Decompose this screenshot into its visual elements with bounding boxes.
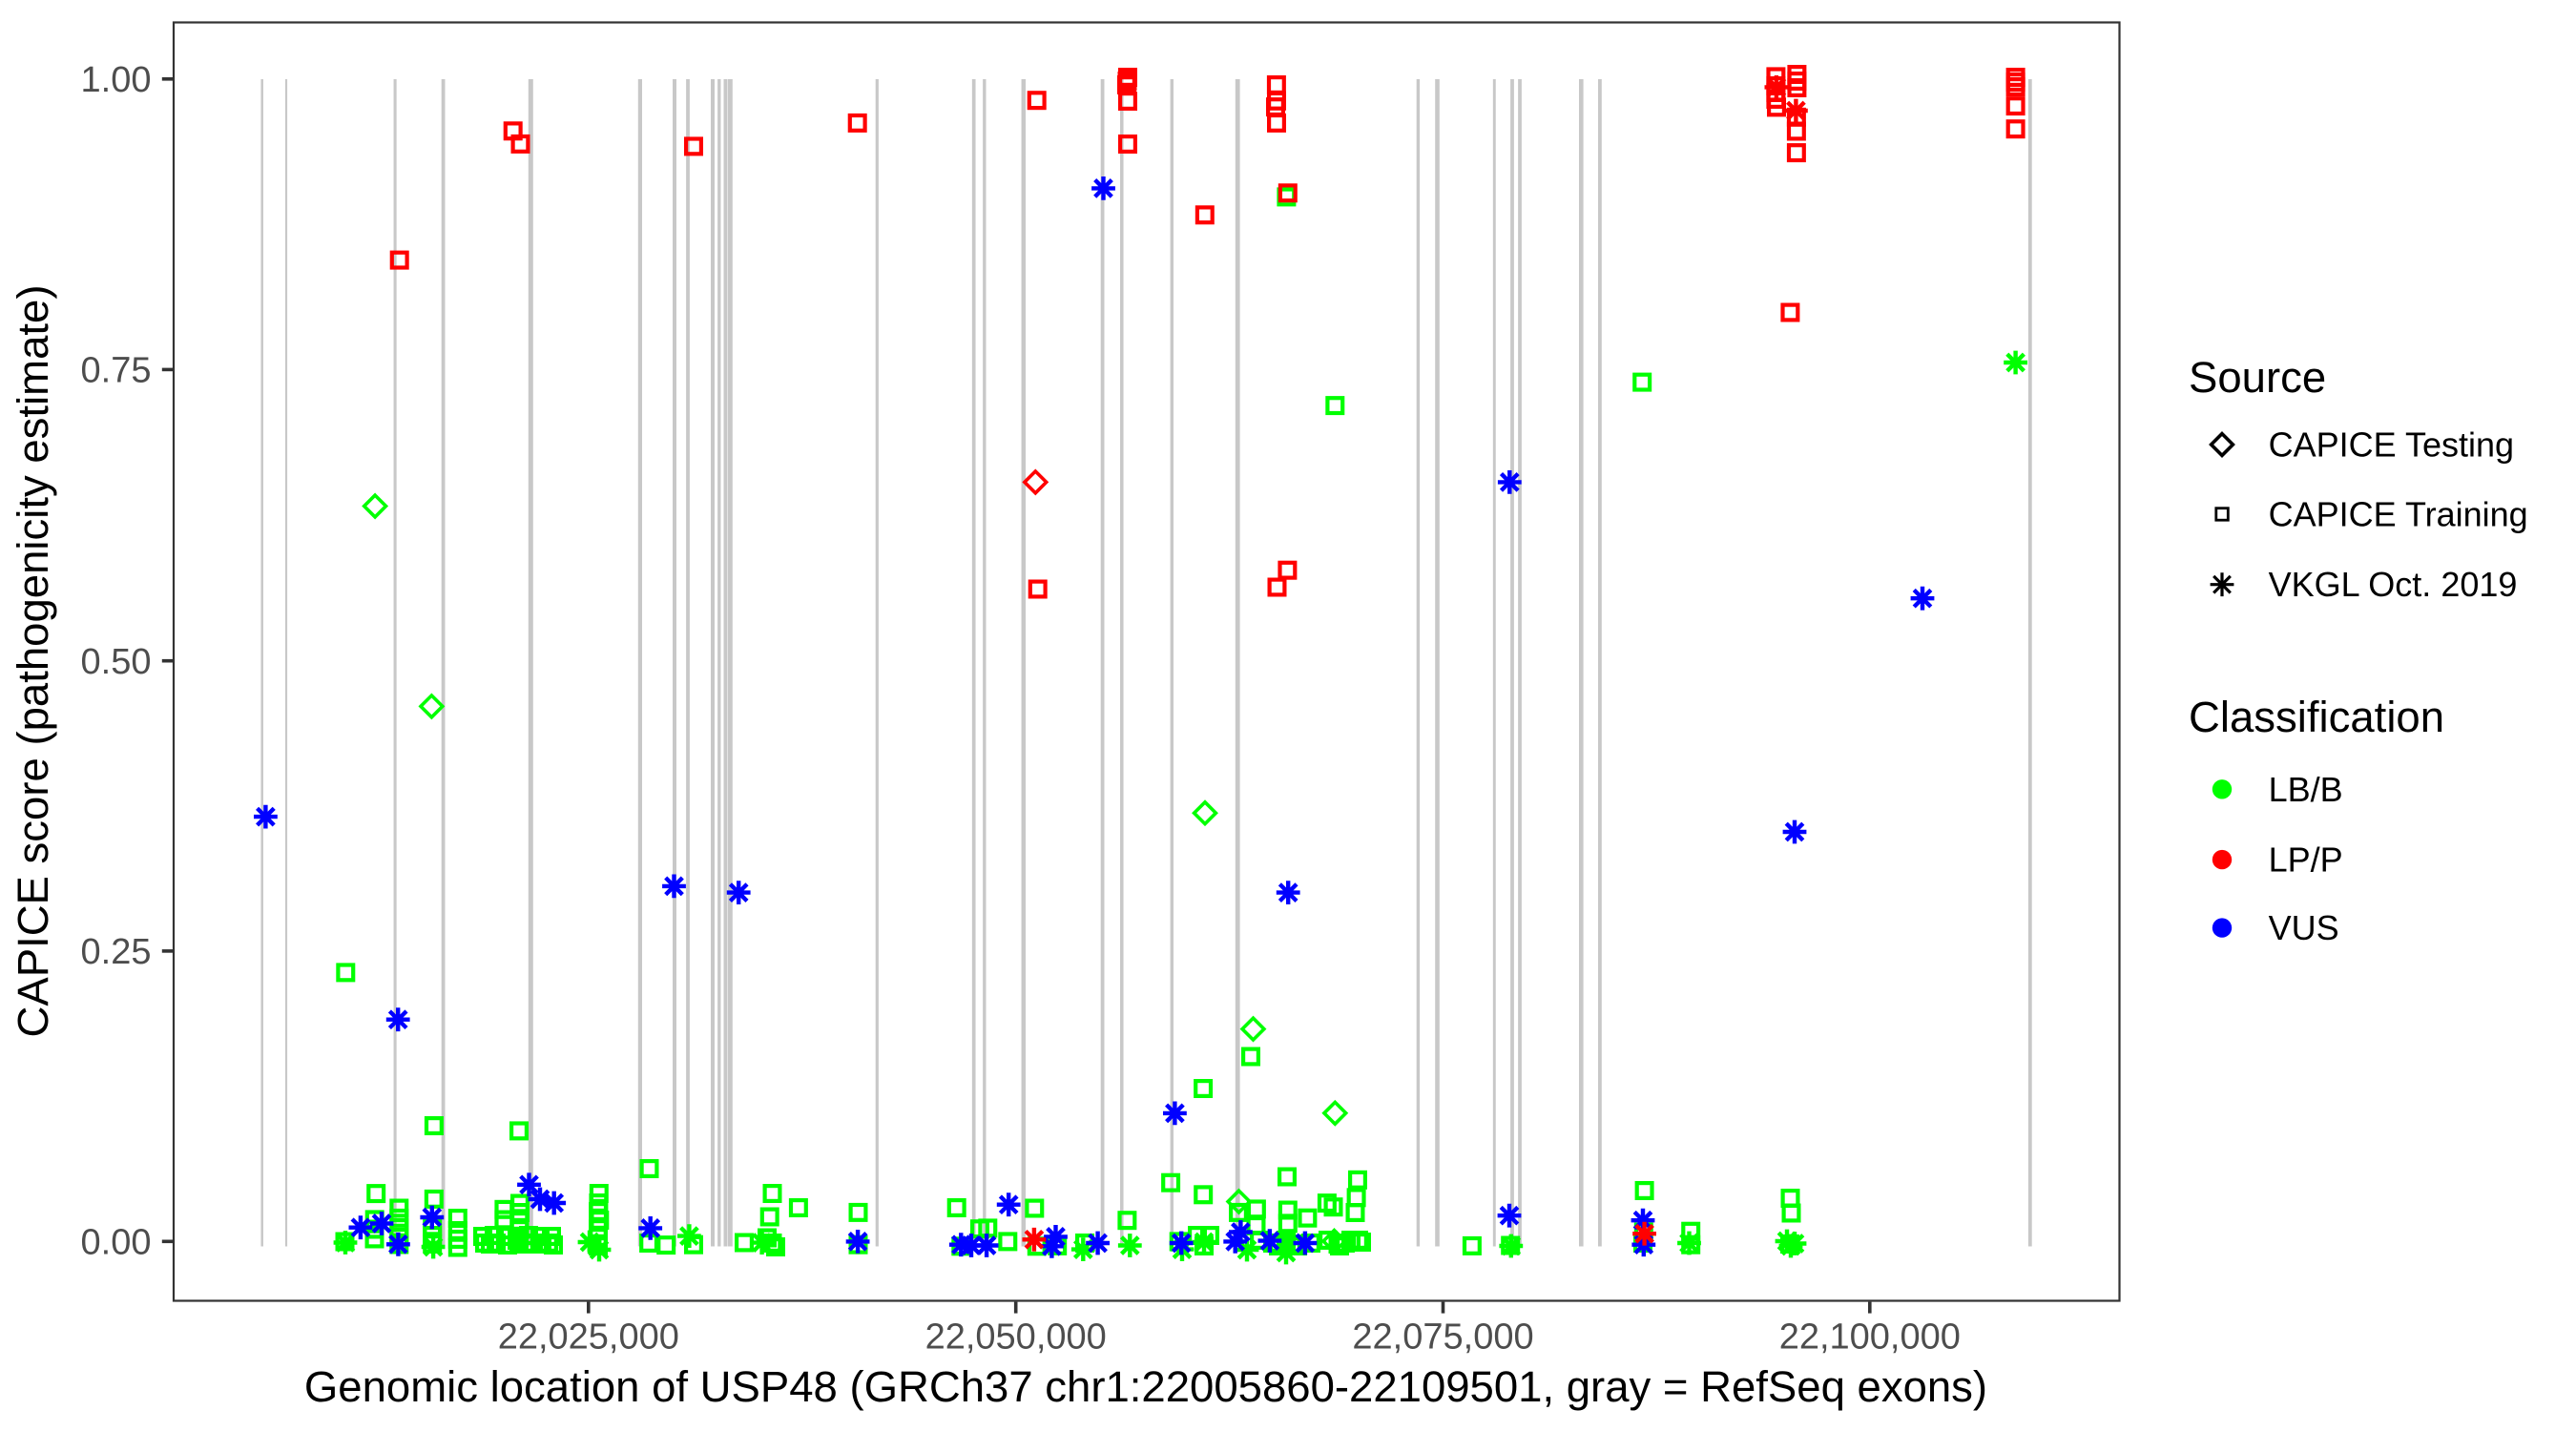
svg-text:VKGL Oct. 2019: VKGL Oct. 2019: [2269, 565, 2518, 604]
svg-text:0.50: 0.50: [81, 642, 152, 682]
svg-text:22,075,000: 22,075,000: [1352, 1317, 1533, 1358]
svg-text:0.75: 0.75: [81, 351, 152, 391]
svg-text:Classification: Classification: [2189, 693, 2444, 741]
svg-text:VUS: VUS: [2269, 908, 2339, 947]
svg-text:Genomic location of USP48 (GRC: Genomic location of USP48 (GRCh37 chr1:2…: [304, 1362, 1987, 1411]
svg-text:Source: Source: [2189, 353, 2326, 402]
svg-text:CAPICE Training: CAPICE Training: [2269, 495, 2528, 534]
svg-text:22,100,000: 22,100,000: [1779, 1317, 1961, 1358]
svg-text:CAPICE Testing: CAPICE Testing: [2269, 425, 2514, 465]
svg-text:1.00: 1.00: [81, 60, 152, 100]
svg-text:22,050,000: 22,050,000: [925, 1317, 1107, 1358]
svg-text:22,025,000: 22,025,000: [498, 1317, 679, 1358]
svg-text:0.25: 0.25: [81, 932, 152, 972]
svg-text:LP/P: LP/P: [2269, 840, 2343, 880]
svg-text:0.00: 0.00: [81, 1223, 152, 1263]
svg-text:CAPICE score (pathogenicity es: CAPICE score (pathogenicity estimate): [9, 285, 57, 1038]
svg-text:LB/B: LB/B: [2269, 770, 2343, 809]
